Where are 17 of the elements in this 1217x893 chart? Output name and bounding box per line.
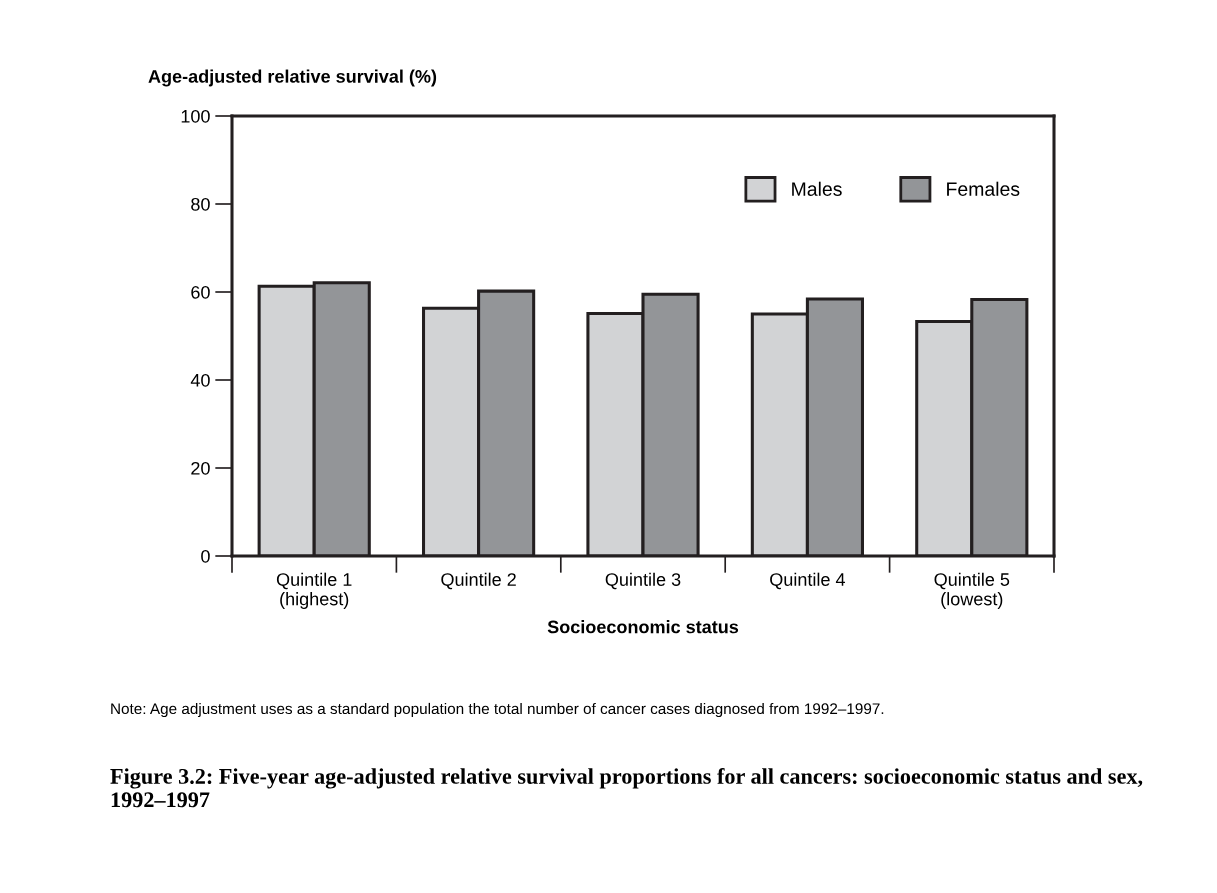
y-tick-label: 80	[191, 197, 210, 211]
y-tick-label: 40	[190, 373, 210, 387]
y-tick-label: 20	[191, 461, 210, 475]
y-tick-label: 100	[181, 109, 210, 123]
text: Note: Age adjustment uses as a standard population the total number of cancer cases diagnosed from 1992–1997.	[111, 702, 884, 718]
text: Figure 3.2: Five-year age-adjusted relative survival proportions for all cancers: socioeconomic status and sex, 1992–1997	[110, 768, 1143, 808]
x-axis-title: Socioeconomic status	[547, 620, 739, 634]
legend-label: Males	[792, 181, 842, 196]
legend-label: Females	[947, 181, 1020, 196]
y-tick-label: 60	[191, 285, 210, 299]
x-tick-label: Quintile 2	[441, 572, 516, 590]
y-axis-title: Age-adjusted relative survival (%)	[148, 69, 437, 87]
y-tick-label: 0	[201, 549, 210, 563]
x-tick-label: Quintile 5 (lowest)	[934, 572, 1010, 609]
x-tick-label: Quintile 1 (highest)	[276, 572, 352, 609]
x-tick-label: Quintile 3	[605, 572, 681, 590]
x-tick-label: Quintile 4	[770, 572, 846, 590]
